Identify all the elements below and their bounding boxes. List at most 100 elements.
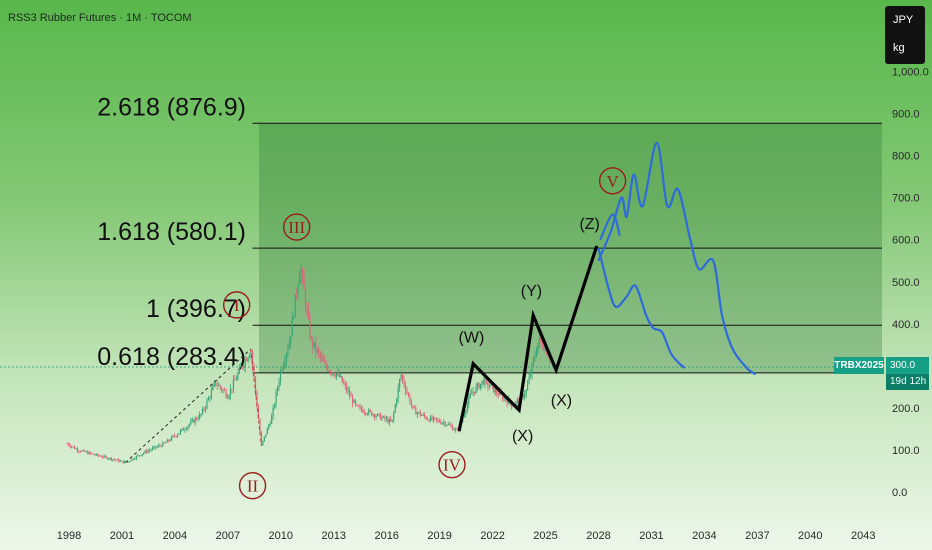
wave-circle [598,167,627,195]
fib-levels: 0.618 (283.4) 1 (396.7) 1.618 (580.1) 2.618… [97,93,882,374]
candle-body [287,349,289,354]
candle-body [378,413,380,415]
candle-body [176,434,179,437]
candle-body [156,446,158,448]
fib-level-label: 0.618 (283.4) [97,343,246,371]
x-tick-label: 2019 [427,530,451,542]
candle-body [337,372,339,375]
candle-body [151,447,154,450]
candle-body [129,460,132,462]
candle-body [106,456,108,459]
candle-body [444,422,446,426]
x-tick-label: 2028 [586,530,610,542]
candle-body [506,400,508,404]
candle-body [403,378,405,386]
candle-body [200,413,202,415]
candle-body [344,383,346,386]
candle-body [288,342,290,350]
candle-body [222,389,224,391]
wxyxz-structure [457,245,599,432]
candle-body [166,439,168,443]
candle-body [188,424,190,427]
candle-body [224,389,226,391]
candle-body [274,404,276,408]
candle-body [253,365,255,378]
candle-body [79,451,82,453]
candle-body [413,406,415,409]
candle-body [426,419,429,420]
candle-body [343,382,345,384]
candle-body [400,375,402,380]
candle-body [143,452,145,455]
candle-body [182,428,185,431]
candle-body [225,390,227,397]
candle-body [140,455,142,457]
candle-body [235,379,237,381]
candle-body [512,406,514,408]
candle-body [174,435,176,437]
candle-body [488,386,490,387]
contract-label: TRBX2025 [834,357,884,374]
currency-unit-badge[interactable]: JPY kg [885,6,925,64]
candle-body [121,460,123,462]
candle-body [300,270,302,276]
candle-body [476,383,479,387]
candle-body [160,445,162,447]
candle-body [494,388,496,393]
candle-body [249,355,251,358]
candle-body [246,359,248,361]
candle-body [213,382,215,386]
candle-body [418,411,420,413]
candle-body [350,395,352,397]
price-axis[interactable]: 0.0100.0200.0300.0400.0500.0600.0700.080… [892,67,929,500]
x-tick-label: 2037 [745,530,769,542]
candle-body [379,413,382,420]
candle-body [409,395,411,403]
candle-body [100,456,102,457]
candle-body [354,400,357,405]
candle-body [73,446,76,449]
candle-body [450,425,452,427]
candle-body [428,419,430,422]
candle-body [415,408,417,415]
candle-body [401,375,404,379]
candle-body [321,356,323,358]
candle-body [422,414,424,416]
candle-body [98,455,101,457]
candle-body [454,428,457,430]
projection-path [599,213,621,241]
candle-body [146,450,148,453]
candle-body [318,349,320,353]
candle-body [215,382,217,385]
candle-body [503,397,505,400]
candle-body [209,397,211,399]
candle-body [338,372,340,377]
candle-body [138,455,140,457]
candle-body [131,458,133,461]
candle-body [431,416,433,420]
candle-body [538,337,540,344]
candle-body [97,454,99,456]
wave-circle [282,213,311,241]
candle-body [449,424,451,426]
candle-body [335,374,337,377]
candle-body [425,416,427,420]
candle-body [260,432,262,445]
candle-body [218,385,220,386]
candle-body [88,452,90,455]
candle-body [109,457,111,459]
candle-body [116,459,118,461]
candle-body [537,343,539,353]
candle-body [407,392,410,396]
x-tick-label: 2010 [269,530,293,542]
fib-level-label: 1 (396.7) [146,295,246,323]
candle-body [468,397,470,405]
y-tick-label: 900.0 [892,109,920,121]
candle-body [528,376,530,384]
time-axis[interactable]: 1998 2001 2004 2007 2010 2013 2016 2019 2022 2025… [57,530,876,542]
candle-body [259,419,261,433]
candle-body [397,387,399,400]
wave-label: (X) [512,428,533,445]
